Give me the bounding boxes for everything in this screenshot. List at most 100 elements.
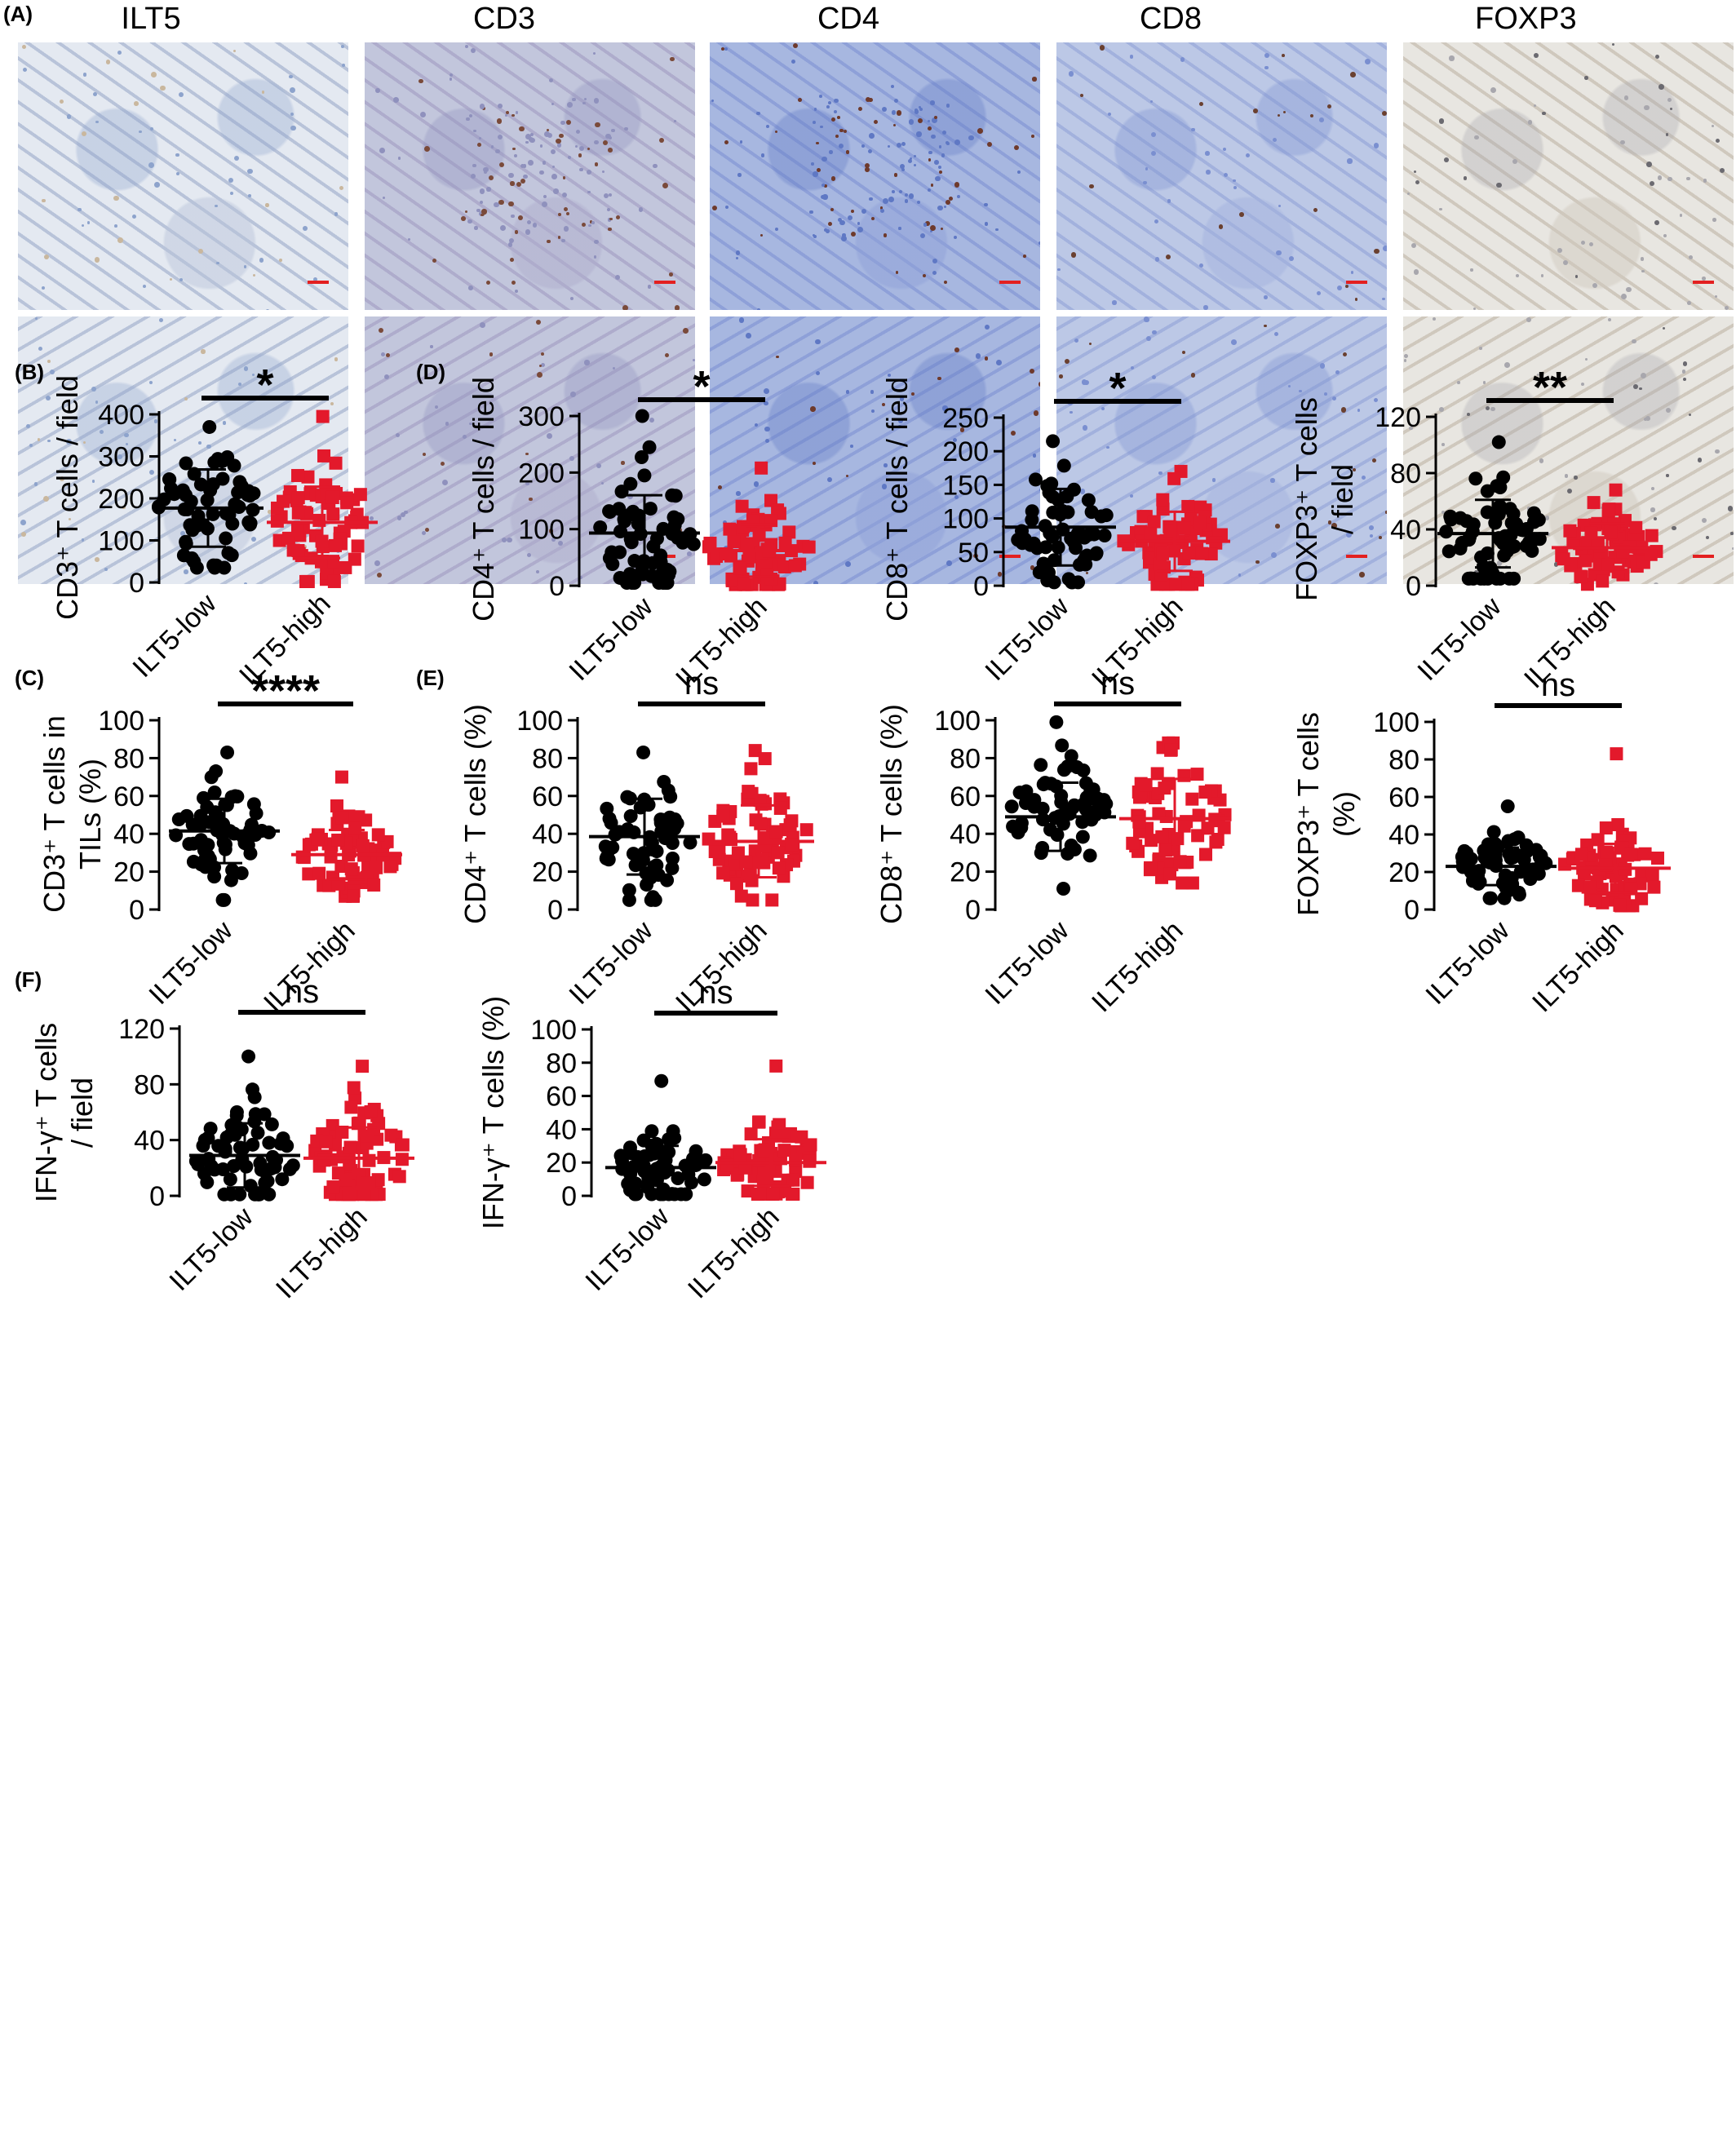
micrograph-cell	[1080, 94, 1084, 98]
micrograph-cell	[198, 248, 204, 254]
micrograph-cell	[724, 140, 729, 145]
micrograph-cell	[511, 214, 515, 219]
micrograph-cell	[946, 560, 953, 566]
data-point-c	[335, 811, 349, 825]
micrograph-cell	[481, 209, 487, 215]
micrograph-cell	[497, 134, 503, 139]
micrograph-cell	[563, 206, 568, 211]
data-point-b	[164, 481, 179, 496]
micrograph-cell	[1592, 283, 1598, 288]
micrograph-cell	[810, 406, 816, 412]
micrograph-cell	[745, 333, 751, 339]
scale-bar	[999, 281, 1021, 284]
micrograph-cell	[550, 148, 556, 155]
data-point-d2	[1167, 471, 1181, 485]
micrograph-cell	[1643, 418, 1647, 422]
data-point-f1	[392, 1170, 406, 1184]
data-point-b	[291, 543, 305, 557]
micrograph-cell	[42, 285, 46, 290]
micrograph-cell	[1413, 269, 1419, 275]
micrograph-cell	[813, 233, 816, 237]
data-point-d1	[605, 556, 620, 571]
data-point-b	[206, 507, 220, 521]
data-point-e3	[1647, 880, 1661, 894]
micrograph-cell	[1017, 170, 1021, 174]
micrograph-cell	[499, 224, 506, 231]
micrograph-cell	[692, 359, 695, 362]
micrograph-cell	[760, 153, 765, 157]
micrograph-cell	[1154, 219, 1159, 224]
data-point-e1	[783, 818, 797, 832]
data-point-f2	[698, 1153, 713, 1167]
micrograph-cell	[929, 230, 932, 233]
data-point-e2	[1011, 825, 1025, 840]
micrograph-cell	[1611, 43, 1615, 46]
y-axis-label-b: CD3⁺ T cells / field	[51, 375, 84, 620]
micrograph-cell	[1057, 268, 1061, 272]
micrograph-cell	[34, 482, 38, 486]
micrograph-cell	[476, 507, 482, 513]
micrograph-cell	[1540, 274, 1544, 277]
micrograph-cell	[1641, 269, 1645, 272]
data-point-f2	[614, 1153, 629, 1168]
micrograph-cell	[835, 134, 839, 138]
micrograph-cell	[1702, 277, 1706, 281]
micrograph-cell	[498, 199, 504, 205]
micrograph-cell	[1180, 57, 1185, 62]
micrograph-cell	[68, 517, 72, 521]
micrograph-cell	[594, 139, 600, 145]
y-tick-label-c: 0	[129, 895, 144, 926]
data-point-c	[324, 850, 338, 864]
data-point-f1	[241, 1049, 256, 1064]
micrograph-cell	[827, 101, 831, 105]
micrograph-cell	[984, 324, 990, 330]
micrograph-cell	[507, 537, 513, 543]
data-point-e1	[665, 851, 680, 865]
micrograph-cell	[396, 516, 402, 520]
data-point-f1	[326, 1180, 340, 1194]
micrograph-cell	[1206, 170, 1211, 175]
micrograph-cell	[520, 178, 525, 184]
micrograph-cell	[898, 189, 902, 193]
micrograph-cell	[1706, 535, 1710, 539]
micrograph-cell	[512, 280, 516, 285]
data-point-d2	[1028, 472, 1043, 487]
data-point-d2	[1045, 529, 1060, 544]
y-tick-label-d3: 80	[1390, 458, 1421, 489]
y-tick-label-f2: 100	[530, 1015, 577, 1046]
y-tick-label-d2: 100	[942, 504, 989, 535]
micrograph-cell	[658, 137, 664, 143]
data-point-b	[183, 518, 197, 533]
micrograph-cell	[833, 98, 839, 104]
micrograph-cell	[510, 258, 514, 263]
data-point-e2	[1185, 792, 1199, 806]
data-point-f1	[364, 1104, 378, 1118]
micrograph-cell	[939, 145, 942, 148]
micrograph-cell	[1444, 157, 1449, 162]
y-tick-label-d1: 200	[518, 458, 565, 489]
micrograph-cell	[887, 144, 891, 148]
micrograph-cd4-row1	[710, 42, 1040, 310]
x-category-label-d2: ILT5-low	[979, 591, 1075, 687]
data-point-d3	[1557, 552, 1570, 566]
micrograph-cell	[105, 60, 111, 64]
data-point-d3	[1609, 483, 1623, 497]
micrograph-cell	[1131, 365, 1135, 370]
micrograph-cell	[1623, 95, 1629, 100]
micrograph-cell	[551, 103, 554, 106]
data-point-c	[225, 863, 240, 878]
micrograph-cell	[908, 193, 914, 200]
data-point-e1	[608, 827, 622, 842]
micrograph-cell	[466, 117, 470, 121]
micrograph-cell	[813, 107, 817, 111]
micrograph-cell	[1289, 255, 1295, 262]
y-tick-label-c: 40	[113, 819, 144, 850]
micrograph-cell	[1198, 263, 1204, 268]
data-point-e2	[1152, 807, 1166, 821]
micrograph-cell	[1381, 110, 1387, 116]
micrograph-cell	[290, 113, 294, 117]
micrograph-cell	[1667, 98, 1672, 103]
data-point-d3	[1587, 496, 1601, 510]
micrograph-cell	[1490, 406, 1495, 412]
micrograph-cell	[1473, 307, 1477, 310]
